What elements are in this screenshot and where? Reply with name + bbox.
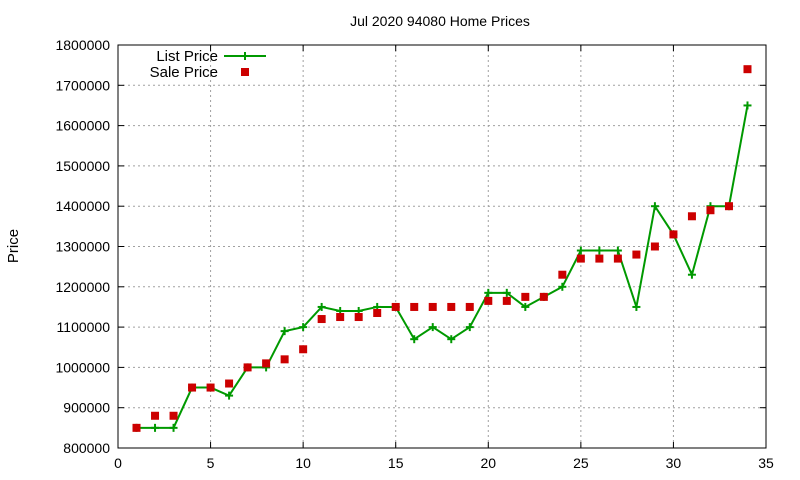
legend: List Price Sale Price — [150, 48, 266, 81]
sale-price-point — [336, 313, 345, 322]
sale-price-point — [410, 302, 419, 311]
list-price-point — [317, 302, 326, 311]
sale-price-point — [447, 302, 456, 311]
list-price-point — [576, 246, 585, 255]
sale-price-point — [169, 411, 178, 420]
list-price-point — [521, 302, 530, 311]
list-price-point — [169, 423, 178, 432]
y-tick-labels: 800000 900000 1000000 1100000 1200000 1300000… — [55, 37, 110, 456]
y-tick-label: 1400000 — [55, 198, 110, 214]
sale-price-point — [243, 363, 252, 372]
sale-price-point — [687, 212, 696, 221]
y-tick-label: 1100000 — [57, 319, 111, 335]
sale-price-point — [391, 302, 400, 311]
sale-price-point — [539, 292, 548, 301]
sale-price-point — [558, 270, 567, 279]
sale-price-point — [428, 302, 437, 311]
sale-price-point — [706, 206, 715, 215]
x-tick-label: 35 — [758, 455, 774, 471]
sale-price-point — [299, 345, 308, 354]
x-tick-label: 30 — [666, 455, 682, 471]
sale-price-point — [206, 383, 215, 392]
sale-price-point — [262, 359, 271, 368]
y-tick-label: 1000000 — [55, 359, 110, 375]
list-price-point — [410, 335, 419, 344]
y-tick-label: 1300000 — [55, 239, 110, 255]
y-tick-label: 1500000 — [55, 158, 110, 174]
sale-price-point — [188, 383, 197, 392]
y-tick-label: 1700000 — [55, 77, 110, 93]
sale-price-point — [132, 423, 141, 432]
x-tick-label: 15 — [388, 455, 404, 471]
grid — [118, 45, 766, 448]
sale-price-point — [465, 302, 474, 311]
list-price-point — [151, 423, 160, 432]
x-tick-label: 10 — [295, 455, 311, 471]
x-tick-label: 20 — [480, 455, 496, 471]
y-tick-label: 1200000 — [55, 279, 110, 295]
sale-price-point — [151, 411, 160, 420]
axes — [117, 44, 767, 449]
list-price-point — [743, 101, 752, 110]
y-tick-label: 1600000 — [55, 118, 110, 134]
list-price-point — [280, 327, 289, 336]
list-price-point — [484, 288, 493, 297]
sale-price-point — [595, 254, 604, 263]
list-price-point — [447, 335, 456, 344]
y-tick-label: 1800000 — [55, 37, 110, 53]
y-tick-label: 800000 — [63, 440, 110, 456]
sale-price-point — [576, 254, 585, 263]
sale-price-point — [373, 308, 382, 317]
list-price-point — [428, 323, 437, 332]
sale-price-point — [724, 202, 733, 211]
sale-price-point — [484, 296, 493, 305]
sale-price-point — [650, 242, 659, 251]
sale-price-point — [669, 230, 678, 239]
list-price-line — [136, 105, 749, 429]
y-axis-label: Price — [5, 229, 22, 263]
sale-price-point — [521, 292, 530, 301]
sale-price-point — [225, 379, 234, 388]
x-tick-label: 0 — [114, 455, 122, 471]
list-price-point — [595, 246, 604, 255]
sale-price-point — [502, 296, 511, 305]
list-price-point — [632, 302, 641, 311]
list-price-point — [299, 323, 308, 332]
sale-price-point — [632, 250, 641, 259]
series-layer — [132, 65, 752, 432]
x-tick-label: 5 — [207, 455, 215, 471]
sale-price-point — [743, 65, 752, 74]
list-price-point — [613, 246, 622, 255]
sale-price-point — [613, 254, 622, 263]
list-price-point — [558, 282, 567, 291]
sale-price-point — [317, 315, 326, 324]
list-price-point — [650, 202, 659, 211]
chart-title: Jul 2020 94080 Home Prices — [350, 13, 530, 29]
legend-label-list-price: List Price — [156, 48, 218, 65]
list-price-point — [502, 288, 511, 297]
list-price-point — [465, 323, 474, 332]
y-tick-label: 900000 — [63, 400, 110, 416]
legend-label-sale-price: Sale Price — [150, 64, 218, 81]
x-tick-labels: 0 5 10 15 20 25 30 35 — [114, 455, 774, 471]
legend-sale-price-marker — [241, 68, 249, 76]
x-tick-label: 25 — [573, 455, 589, 471]
sale-price-point — [280, 355, 289, 364]
list-price-point — [225, 391, 234, 400]
sale-price-point — [354, 313, 363, 322]
list-price-point — [687, 270, 696, 279]
